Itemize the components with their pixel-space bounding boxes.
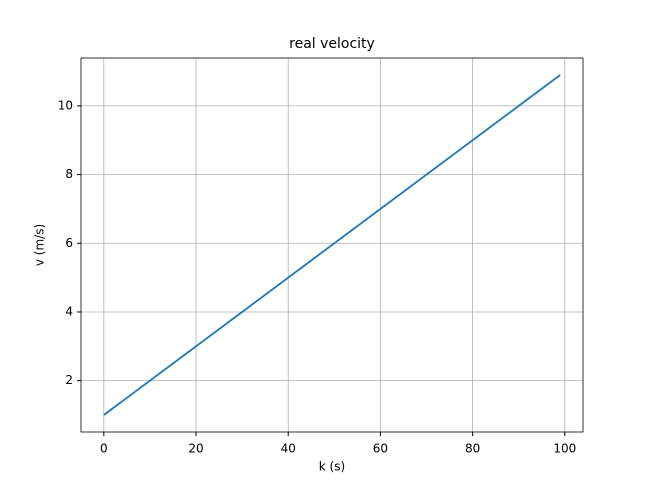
y-tick-label: 2 (65, 373, 73, 387)
x-tick-label: 0 (100, 442, 108, 456)
x-tick-label: 80 (465, 442, 480, 456)
x-tick-label: 20 (188, 442, 203, 456)
plot-frame (80, 57, 584, 433)
y-tick-label: 4 (65, 304, 73, 318)
y-tick-label: 10 (58, 98, 73, 112)
y-axis-label: v (m/s) (33, 224, 47, 266)
x-tick-label: 40 (281, 442, 296, 456)
line (103, 74, 561, 416)
chart-title: real velocity (289, 36, 375, 52)
x-tick-label: 60 (373, 442, 388, 456)
y-tick-label: 8 (65, 167, 73, 181)
x-tick-label: 100 (553, 442, 576, 456)
y-tick-label: 6 (65, 236, 73, 250)
x-axis-label: k (s) (319, 460, 345, 474)
